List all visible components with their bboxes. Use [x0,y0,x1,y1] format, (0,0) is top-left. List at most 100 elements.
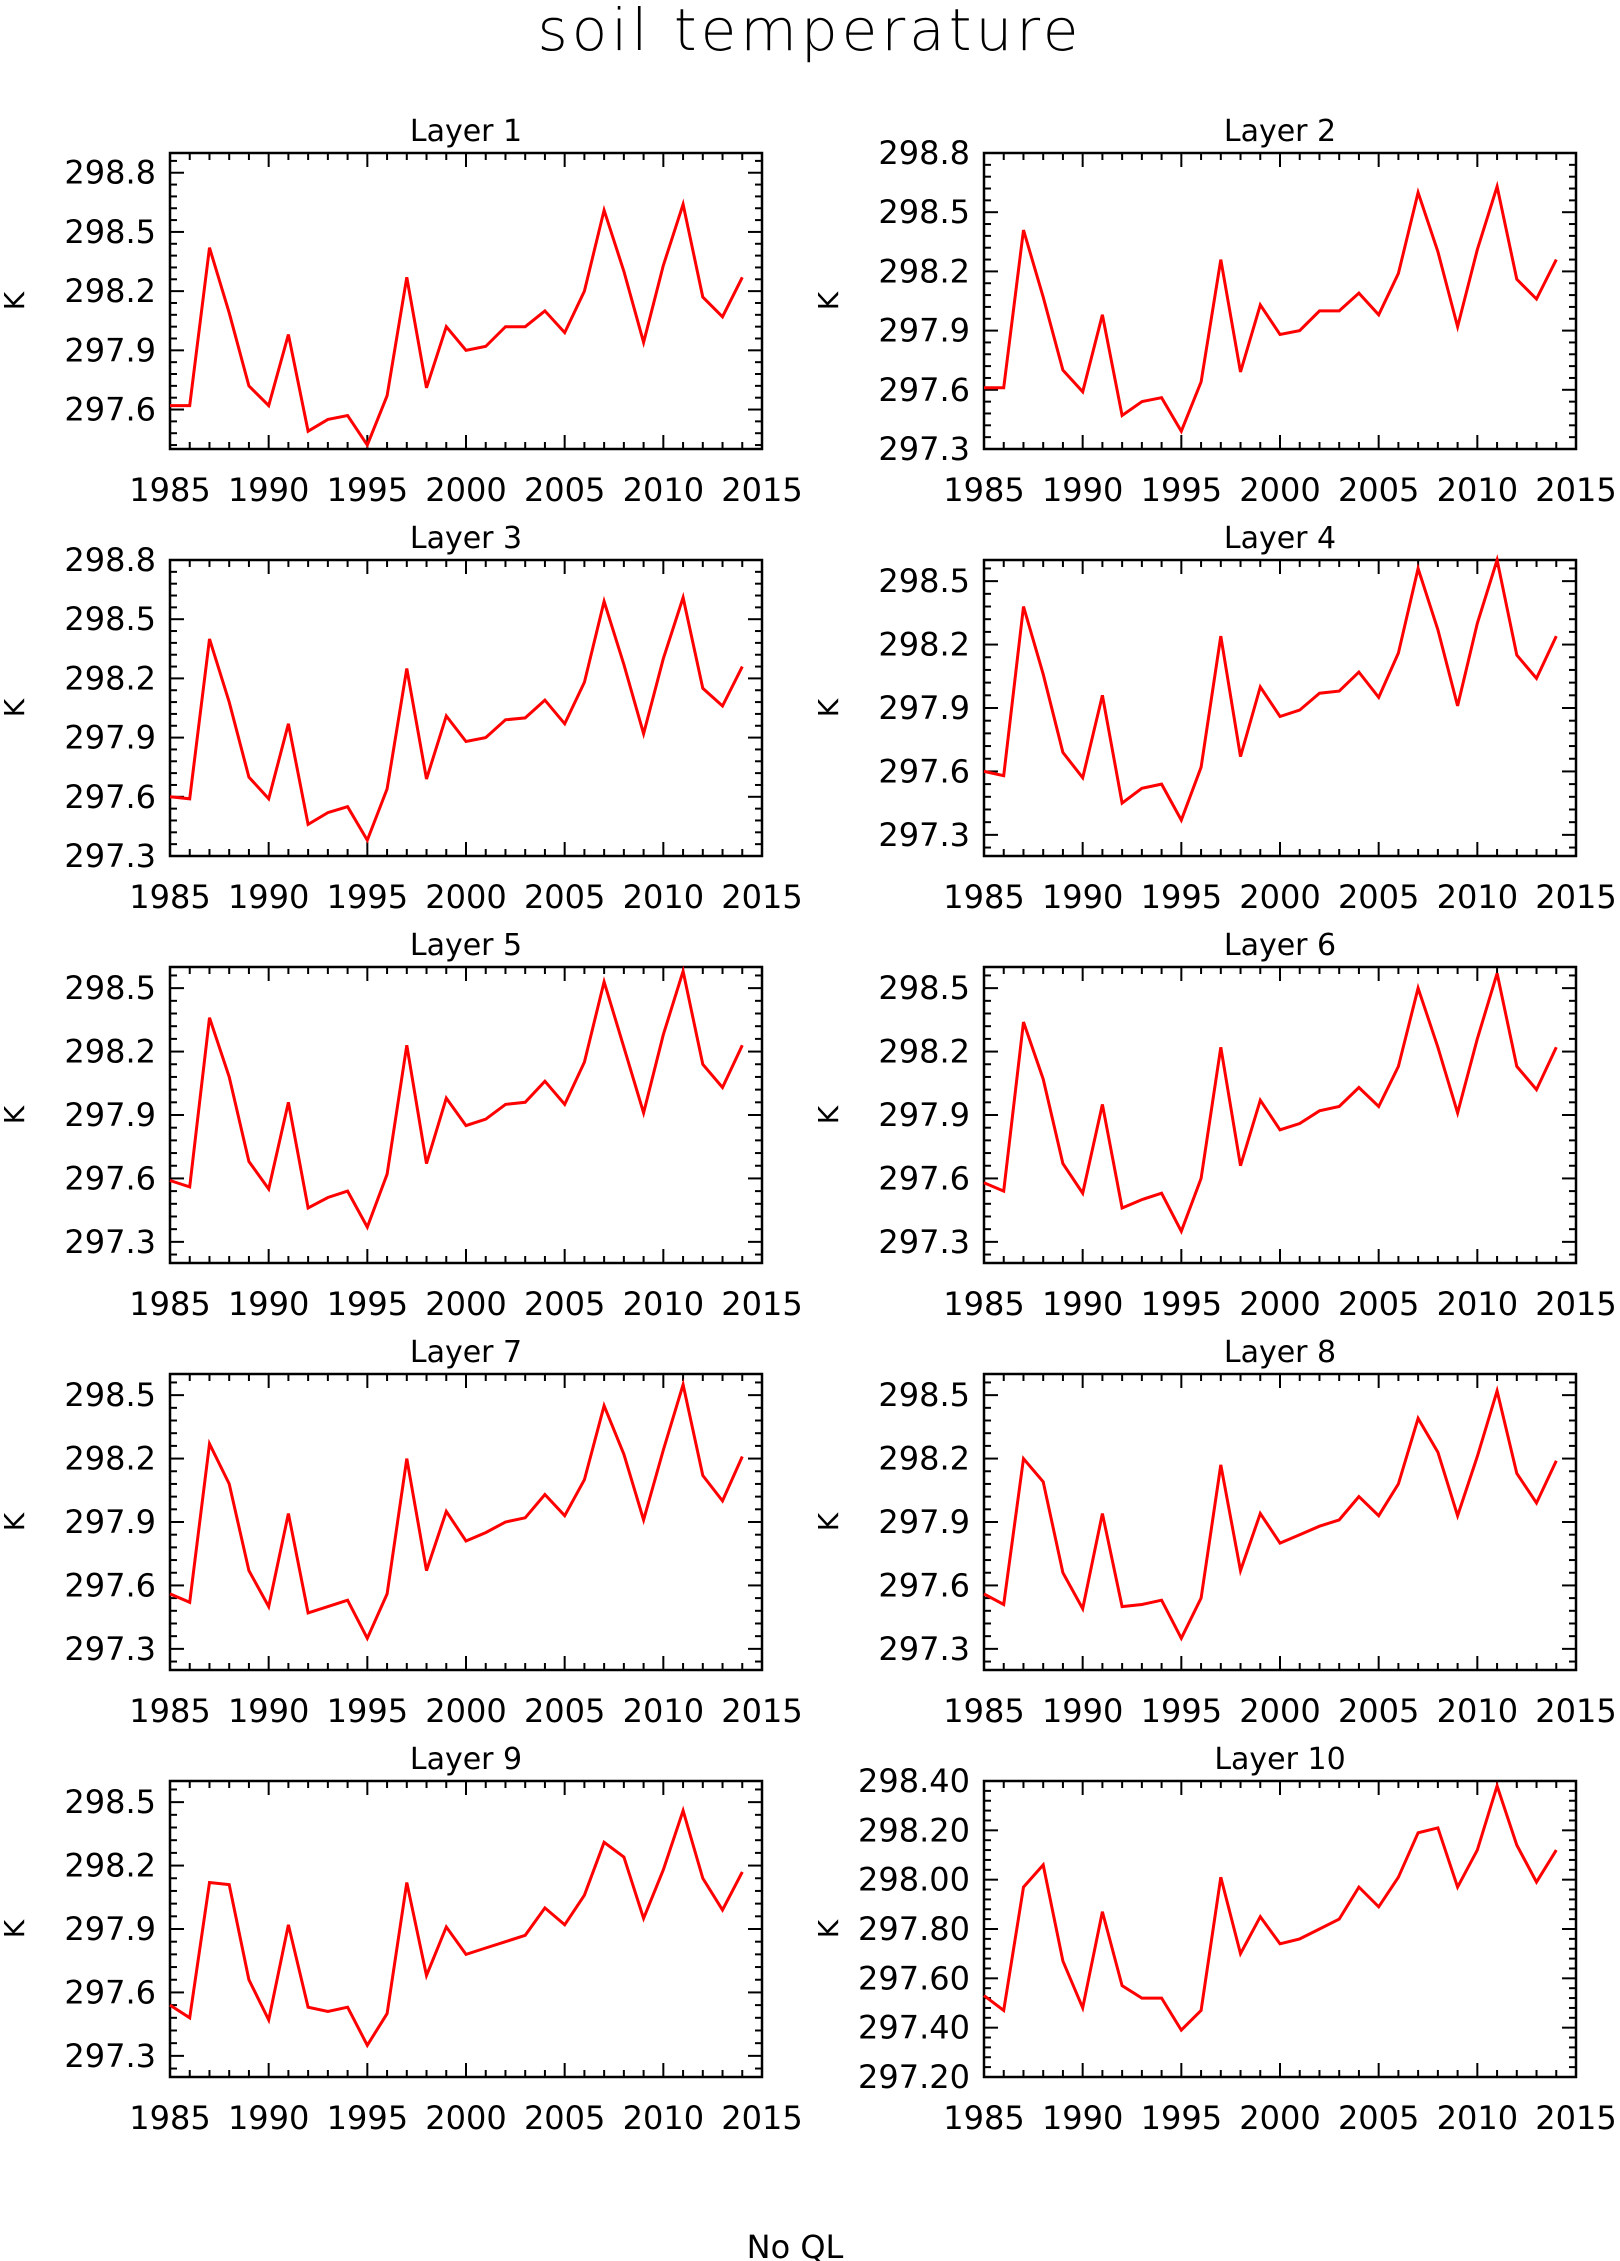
y-axis-label: K [0,1512,31,1531]
x-tick-label: 1985 [943,471,1024,509]
x-tick-label: 1985 [129,1692,210,1730]
x-tick-label: 2005 [1338,878,1419,916]
x-tick-label: 2005 [524,878,605,916]
x-tick-label: 1985 [943,1692,1024,1730]
y-tick-label: 297.3 [64,1223,156,1261]
series-line [169,965,744,1231]
panel-title: Layer 4 [1224,521,1336,556]
panel-9: Layer 9 1985 1990 1995 2000 2005 2010 2015 297.3… [0,1742,803,2137]
y-tick-label: 298.2 [64,1033,156,1071]
y-tick-label: 297.9 [878,689,970,727]
y-tick-label: 297.9 [878,1096,970,1134]
y-tick-label: 298.2 [878,626,970,664]
panel-4: Layer 4 1985 1990 1995 2000 2005 2010 2015 297.3… [812,521,1617,916]
y-axis-label: K [812,1105,845,1124]
x-tick-label: 1990 [228,1692,309,1730]
x-tick-label: 2010 [1437,471,1518,509]
x-tick-label: 1990 [228,2099,309,2137]
y-tick-label: 297.9 [64,719,156,757]
x-tick-label: 1985 [943,1285,1024,1323]
x-tick-label: 1985 [943,878,1024,916]
panel-6: Layer 6 1985 1990 1995 2000 2005 2010 2015 297.3… [812,928,1617,1323]
y-tick-label: 297.6 [64,391,156,429]
y-tick-label: 297.3 [64,2037,156,2075]
y-axis-label: K [0,291,31,310]
y-tick-label: 298.2 [878,1440,970,1478]
y-tick-label: 298.5 [64,1376,156,1414]
panel-title: Layer 2 [1224,114,1336,149]
x-tick-label: 2010 [623,878,704,916]
x-tick-label: 1995 [1141,1285,1222,1323]
y-tick-label: 297.6 [878,1159,970,1197]
x-tick-label: 2015 [721,471,802,509]
panel-title: Layer 3 [410,521,522,556]
y-tick-label: 298.2 [64,659,156,697]
x-tick-label: 1985 [129,1285,210,1323]
y-tick-label: 297.3 [878,1630,970,1668]
x-tick-label: 1985 [943,2099,1024,2137]
y-tick-label: 297.6 [64,1973,156,2011]
x-tick-label: 1990 [228,1285,309,1323]
x-tick-label: 1990 [1042,2099,1123,2137]
y-axis-label: K [0,1105,31,1124]
panel-7: Layer 7 1985 1990 1995 2000 2005 2010 2015 297.3… [0,1335,803,1730]
panel-2: Layer 2 1985 1990 1995 2000 2005 2010 2015 297.3… [812,114,1617,509]
x-tick-label: 2000 [1239,1692,1320,1730]
y-tick-label: 298.5 [64,1783,156,1821]
panel-title: Layer 10 [1214,1742,1345,1777]
y-axis-label: K [812,291,845,310]
figure-footer: No QL [747,2228,844,2261]
y-tick-label: 297.40 [858,2009,970,2047]
panel-title: Layer 5 [410,928,522,963]
x-tick-label: 1995 [327,471,408,509]
y-tick-label: 297.9 [878,1503,970,1541]
x-tick-label: 2015 [721,2099,802,2137]
y-tick-label: 297.9 [64,331,156,369]
x-tick-label: 2005 [1338,471,1419,509]
series-line [983,554,1558,824]
y-tick-label: 298.8 [878,134,970,172]
y-axis-label: K [812,1512,845,1531]
x-tick-label: 2005 [524,1692,605,1730]
panel-5: Layer 5 1985 1990 1995 2000 2005 2010 2015 297.3… [0,928,803,1323]
x-tick-label: 2005 [524,1285,605,1323]
panel-1: Layer 1 1985 1990 1995 2000 2005 2010 2015 297.6… [0,114,803,509]
x-tick-label: 2015 [721,878,802,916]
x-tick-label: 2005 [1338,1692,1419,1730]
x-tick-label: 2010 [623,471,704,509]
series-line [983,972,1558,1235]
y-tick-label: 298.5 [878,562,970,600]
y-tick-label: 298.5 [64,969,156,1007]
y-axis-label: K [0,698,31,717]
x-tick-label: 1995 [1141,1692,1222,1730]
y-tick-label: 298.5 [878,193,970,231]
x-tick-label: 1990 [228,878,309,916]
x-tick-label: 1990 [1042,1285,1123,1323]
y-tick-label: 297.3 [878,816,970,854]
y-tick-label: 297.20 [858,2058,970,2096]
y-tick-label: 298.2 [64,1440,156,1478]
y-axis-label: K [812,1919,845,1938]
series-line [169,1378,744,1642]
x-tick-label: 2015 [1535,878,1616,916]
x-tick-label: 2010 [623,1285,704,1323]
y-tick-label: 298.5 [64,600,156,638]
x-tick-label: 2000 [425,878,506,916]
x-tick-label: 1985 [129,878,210,916]
y-tick-label: 298.5 [878,969,970,1007]
x-tick-label: 2000 [1239,1285,1320,1323]
panel-title: Layer 8 [1224,1335,1336,1370]
y-tick-label: 297.9 [64,1096,156,1134]
y-tick-label: 298.2 [878,1033,970,1071]
y-tick-label: 298.5 [64,213,156,251]
y-tick-label: 298.2 [878,252,970,290]
x-tick-label: 2015 [721,1692,802,1730]
y-tick-label: 298.2 [64,272,156,310]
y-tick-label: 297.3 [64,1630,156,1668]
x-tick-label: 2015 [1535,471,1616,509]
y-tick-label: 298.5 [878,1376,970,1414]
x-tick-label: 2005 [1338,1285,1419,1323]
x-tick-label: 1995 [1141,471,1222,509]
panel-title: Layer 7 [410,1335,522,1370]
panel-grid: Layer 1 1985 1990 1995 2000 2005 2010 2015 297.6… [0,114,1617,2137]
